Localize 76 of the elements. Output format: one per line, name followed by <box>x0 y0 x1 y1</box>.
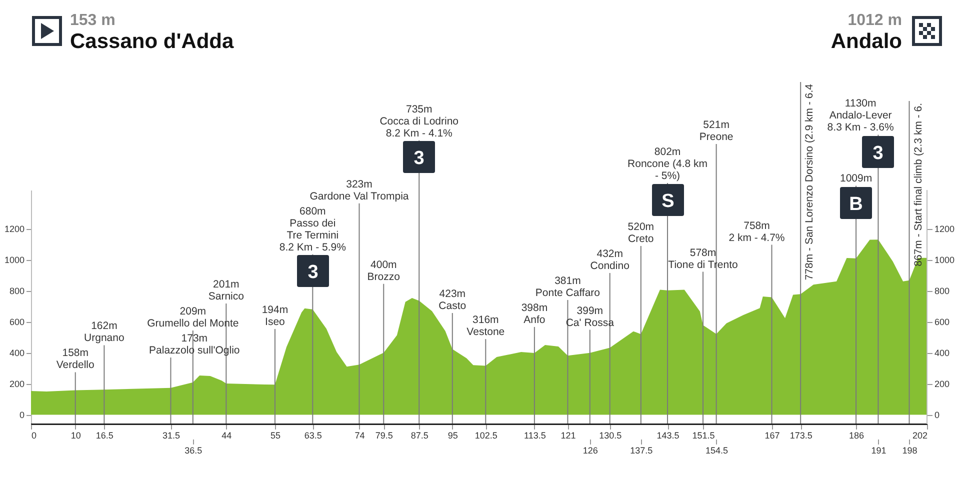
y2-tick-label: 0 <box>934 410 940 420</box>
x2-tick-label: 126 <box>582 446 598 456</box>
x-tick-label: 55 <box>270 430 280 440</box>
chart-title: Cassano d'Adda <box>70 30 234 54</box>
x-tick-label: 151.5 <box>692 430 715 440</box>
x-tick-label: 44 <box>222 430 232 440</box>
x2-tick-label: 137.5 <box>630 446 653 456</box>
text: Andalo <box>830 30 902 54</box>
x-tick-label: 10 <box>70 430 81 440</box>
y-tick-label: 200 <box>9 379 24 390</box>
ref-line-label: 778m - San Lorenzo Dorsino (2.9 km - 6.4 <box>804 84 816 280</box>
ref-line-label: 867m - Start final climb (2.3 km - 6. <box>912 102 924 266</box>
badge-icon: 3 <box>296 255 329 288</box>
badge-icon: B <box>840 186 872 219</box>
x-tick-label: 74 <box>354 430 365 440</box>
annotation: 3 <box>414 148 424 170</box>
y2-tick-label: 600 <box>934 317 950 328</box>
ref-line-label: 398m Anfo <box>521 302 548 326</box>
ref-line-label: 201m Sarnico <box>208 278 244 302</box>
annotation: S <box>661 190 674 212</box>
ref-line-label: 194m Iseo <box>262 304 288 328</box>
badge-icon: S <box>652 184 684 216</box>
x-tick-label: 167 <box>764 430 780 440</box>
ref-line-label: 680m Passo dei Tre Termini 8.2 Km - 5.9% <box>279 205 346 254</box>
x-tick-label: 121 <box>560 430 576 440</box>
text: 1012 m <box>848 12 902 30</box>
y2-tick-label: 1200 <box>934 224 955 234</box>
x-tick-label: 63.5 <box>304 430 322 440</box>
ref-line-label: 521m Preone <box>699 118 734 143</box>
x-tick-label: 102.5 <box>474 430 498 440</box>
ref-line-label: 520m Creto <box>628 220 654 245</box>
ref-line-label: 423m Casto <box>438 288 466 312</box>
ref-line-label: 162m Urgnano <box>84 320 124 344</box>
ref-line-label: 381m Ponte Caffaro <box>535 274 600 299</box>
x2-tick-label: 154.5 <box>706 446 728 456</box>
chart-subtitle: 153 m <box>70 12 116 30</box>
y-tick-label: 800 <box>9 286 24 296</box>
ref-line-label: 1130m Andalo-Lever 8.3 Km - 3.6% <box>827 98 894 134</box>
y-tick-label: 600 <box>9 317 24 328</box>
annotation: 3 <box>307 262 318 284</box>
y-tick-label: 400 <box>9 348 24 358</box>
badge-icon: 3 <box>862 136 894 168</box>
y2-tick-label: 800 <box>934 286 950 296</box>
ref-line-label: 323m Gardone Val Trompia <box>310 178 409 202</box>
y-tick-label: 1200 <box>4 224 24 234</box>
x-tick-label: 79.5 <box>375 430 393 440</box>
ref-line-label: 1009m <box>840 172 872 185</box>
x-tick-label: 173.5 <box>790 430 812 440</box>
x-tick-label: 95 <box>448 430 458 440</box>
y-tick-label: 1000 <box>4 255 24 266</box>
badge-icon: 3 <box>403 141 436 174</box>
ref-line-label: 432m Condino <box>590 248 630 272</box>
annotation: 3 <box>872 142 884 164</box>
y-tick-label: 0 <box>19 410 24 420</box>
x-tick-label: 31.5 <box>162 430 180 440</box>
ref-line-label: 316m Vestone <box>466 314 505 338</box>
x2-tick-label: 191 <box>871 446 886 456</box>
x-tick-label: 143.5 <box>656 430 680 440</box>
y2-tick-label: 1000 <box>934 255 955 266</box>
x-tick-label: 87.5 <box>410 430 428 440</box>
ref-line-label: 802m Roncone (4.8 km - 5%) <box>628 146 708 182</box>
y2-tick-label: 200 <box>934 379 950 390</box>
x-tick-label: 130.5 <box>599 430 622 440</box>
x-tick-label: 16.5 <box>96 430 114 440</box>
ref-line-label: 735m Cocca di Lodrino 8.2 Km - 4.1% <box>380 103 459 140</box>
x-tick-label: 202 <box>912 430 928 440</box>
ref-line-label: 158m Verdello <box>56 347 94 372</box>
x2-tick-label: 36.5 <box>184 446 202 456</box>
x-tick-label: 186 <box>849 430 864 440</box>
ref-line-label: 400m Brozzo <box>367 258 400 283</box>
ref-line-label: 758m 2 km - 4.7% <box>728 220 785 244</box>
x-tick-label: 113.5 <box>524 430 546 440</box>
x2-tick-label: 198 <box>902 446 918 456</box>
x-tick-label: 0 <box>32 430 37 440</box>
y2-tick-label: 400 <box>934 348 950 358</box>
annotation: B <box>849 194 863 215</box>
